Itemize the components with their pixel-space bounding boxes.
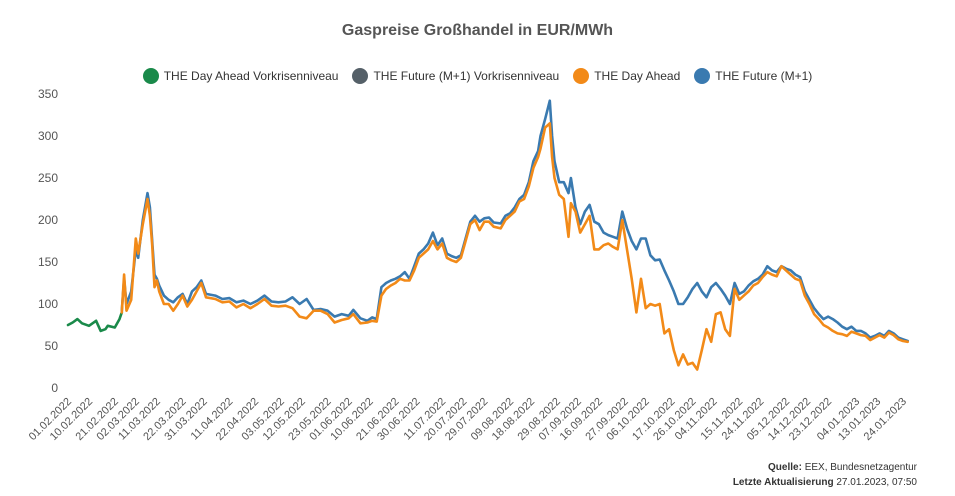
legend-label: THE Day Ahead Vorkrisenniveau (163, 69, 339, 83)
y-tick-label: 0 (51, 381, 58, 395)
series-layer (66, 99, 909, 371)
legend: THE Day Ahead Vorkrisenniveau THE Future… (0, 68, 955, 84)
x-axis: 01.02.202210.02.202221.02.202202.03.2022… (27, 396, 909, 443)
legend-item-day-ahead-vorkrise[interactable]: THE Day Ahead Vorkrisenniveau (142, 68, 339, 84)
source-value: EEX, Bundesnetzagentur (804, 462, 917, 473)
legend-item-future[interactable]: THE Future (M+1) (694, 68, 812, 84)
source-label: Quelle: (768, 462, 802, 473)
chart-title: Gaspreise Großhandel in EUR/MWh (341, 22, 614, 39)
legend-swatch (352, 68, 369, 84)
legend-swatch (573, 68, 590, 84)
y-tick-label: 200 (38, 213, 58, 227)
y-tick-label: 100 (38, 297, 58, 311)
series-line-3[interactable] (120, 122, 909, 371)
y-tick-label: 50 (45, 339, 59, 353)
legend-label: THE Future (M+1) (715, 69, 813, 83)
update-note: Letzte Aktualisierung 27.01.2023, 07:50 (733, 477, 917, 488)
update-value: 27.01.2023, 07:50 (836, 477, 917, 488)
legend-label: THE Day Ahead (594, 69, 681, 83)
series-line-0[interactable] (66, 311, 124, 333)
y-tick-label: 150 (38, 255, 58, 269)
legend-item-future-vorkrise[interactable]: THE Future (M+1) Vorkrisenniveau (352, 68, 559, 84)
y-axis: 0 50 100 150 200 250 300 350 (38, 87, 58, 395)
legend-swatch (694, 68, 711, 84)
update-label: Letzte Aktualisierung (732, 477, 834, 488)
y-tick-label: 250 (38, 171, 58, 185)
y-tick-label: 300 (38, 129, 58, 143)
y-tick-label: 350 (38, 87, 58, 101)
legend-item-day-ahead[interactable]: THE Day Ahead (573, 68, 680, 84)
legend-swatch (142, 68, 159, 84)
source-note: Quelle: EEX, Bundesnetzagentur (768, 462, 917, 473)
legend-label: THE Future (M+1) Vorkrisenniveau (373, 69, 560, 83)
